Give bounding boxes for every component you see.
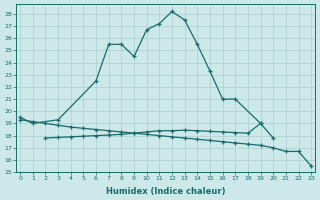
X-axis label: Humidex (Indice chaleur): Humidex (Indice chaleur) <box>106 187 225 196</box>
